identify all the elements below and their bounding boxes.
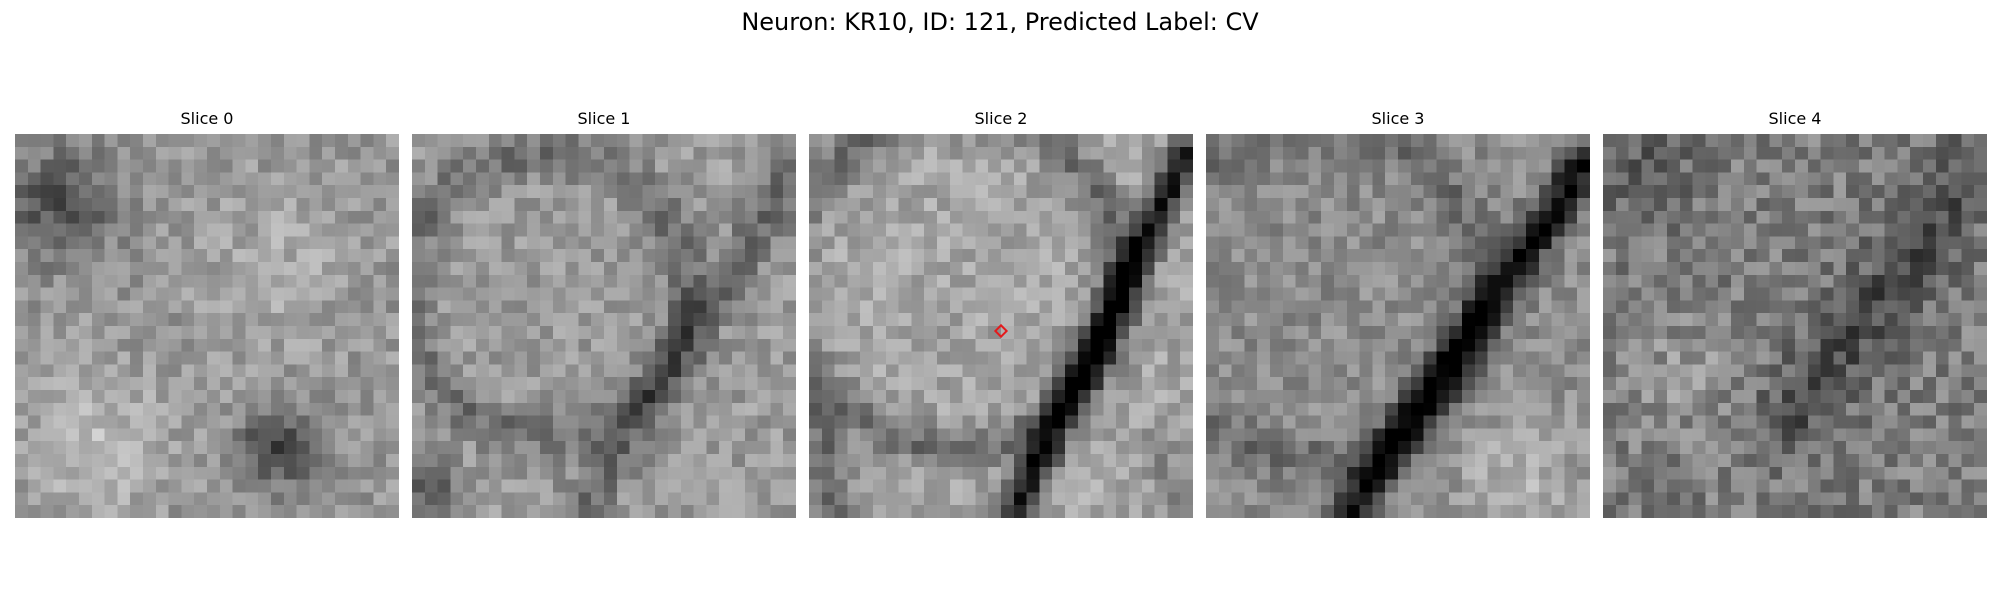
- slice-panel-3: Slice 3: [1206, 109, 1590, 518]
- slice-panel-0: Slice 0: [15, 109, 399, 518]
- slice-title-0: Slice 0: [180, 109, 234, 128]
- figure-title: Neuron: KR10, ID: 121, Predicted Label: …: [741, 8, 1259, 36]
- slice-title-2: Slice 2: [974, 109, 1028, 128]
- slice-image-3: [1206, 134, 1590, 518]
- slice-panel-2: Slice 2: [809, 109, 1193, 518]
- slice-image-1: [412, 134, 796, 518]
- slice-panel-4: Slice 4: [1603, 109, 1987, 518]
- slice-image-2: [809, 134, 1193, 518]
- slice-image-0: [15, 134, 399, 518]
- slice-title-1: Slice 1: [577, 109, 631, 128]
- slice-title-3: Slice 3: [1371, 109, 1425, 128]
- slice-title-4: Slice 4: [1768, 109, 1822, 128]
- slice-panel-1: Slice 1: [412, 109, 796, 518]
- slice-image-4: [1603, 134, 1987, 518]
